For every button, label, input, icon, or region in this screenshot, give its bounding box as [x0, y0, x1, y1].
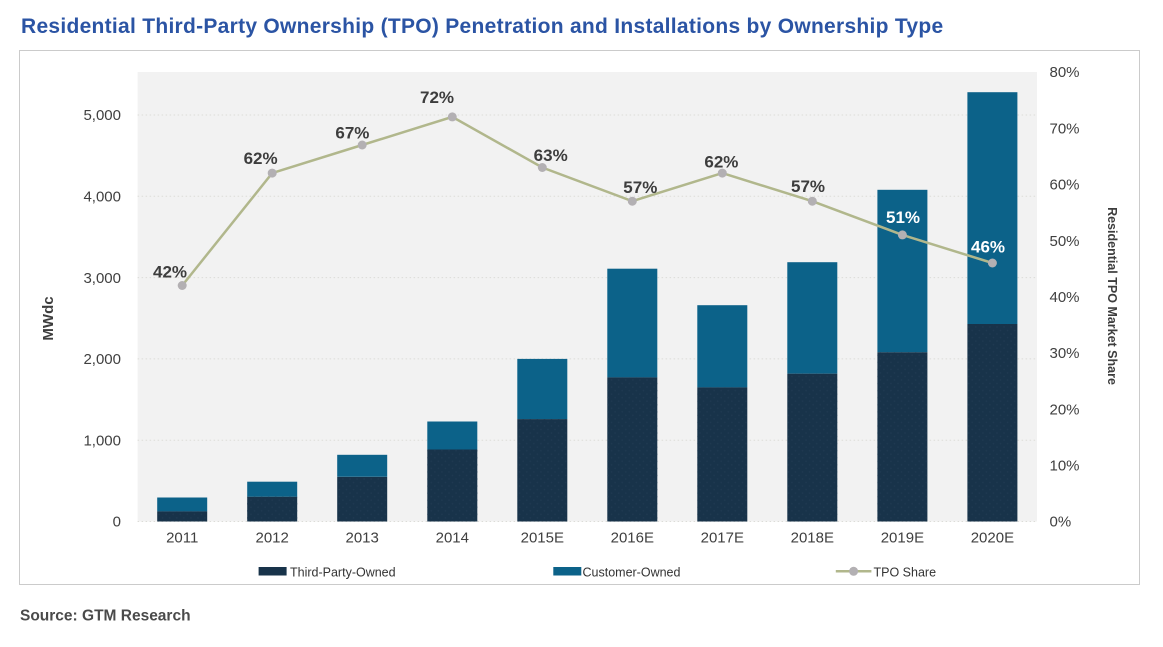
svg-text:2016E: 2016E	[611, 530, 654, 547]
svg-text:57%: 57%	[791, 177, 825, 196]
svg-text:57%: 57%	[623, 178, 657, 197]
svg-text:2018E: 2018E	[791, 530, 834, 547]
svg-text:3,000: 3,000	[83, 270, 121, 287]
svg-text:62%: 62%	[244, 149, 278, 168]
svg-text:62%: 62%	[704, 153, 738, 172]
svg-text:Third-Party-Owned: Third-Party-Owned	[290, 566, 396, 580]
svg-text:42%: 42%	[153, 263, 187, 282]
svg-text:2014: 2014	[436, 530, 469, 547]
svg-text:2013: 2013	[346, 530, 379, 547]
svg-text:TPO Share: TPO Share	[874, 566, 937, 580]
svg-text:10%: 10%	[1050, 458, 1080, 475]
svg-text:67%: 67%	[335, 124, 369, 143]
svg-text:51%: 51%	[886, 208, 920, 227]
svg-text:70%: 70%	[1050, 120, 1080, 137]
svg-text:20%: 20%	[1050, 401, 1080, 418]
svg-text:0%: 0%	[1050, 514, 1072, 531]
svg-text:40%: 40%	[1050, 289, 1080, 306]
svg-text:4,000: 4,000	[83, 189, 121, 206]
svg-text:2,000: 2,000	[83, 351, 121, 368]
svg-text:2019E: 2019E	[881, 530, 924, 547]
svg-text:72%: 72%	[420, 88, 454, 107]
svg-text:Source: GTM Research: Source: GTM Research	[20, 608, 191, 625]
svg-text:MWdc: MWdc	[40, 296, 57, 340]
svg-text:Residential Third-Party Owners: Residential Third-Party Ownership (TPO) …	[21, 15, 943, 38]
svg-text:2011: 2011	[166, 530, 198, 547]
svg-text:63%: 63%	[534, 146, 568, 165]
svg-text:1,000: 1,000	[83, 432, 121, 449]
svg-text:46%: 46%	[971, 237, 1005, 256]
svg-text:Customer-Owned: Customer-Owned	[583, 566, 681, 580]
svg-text:Residential TPO Market Share: Residential TPO Market Share	[1105, 207, 1119, 385]
svg-text:50%: 50%	[1050, 233, 1080, 250]
svg-text:0: 0	[113, 514, 121, 531]
svg-text:5,000: 5,000	[83, 107, 121, 124]
svg-text:2012: 2012	[256, 530, 289, 547]
svg-text:80%: 80%	[1050, 64, 1080, 81]
svg-text:60%: 60%	[1050, 177, 1080, 194]
svg-text:2020E: 2020E	[971, 530, 1014, 547]
svg-text:30%: 30%	[1050, 345, 1080, 362]
svg-text:2017E: 2017E	[701, 530, 744, 547]
svg-text:2015E: 2015E	[521, 530, 564, 547]
